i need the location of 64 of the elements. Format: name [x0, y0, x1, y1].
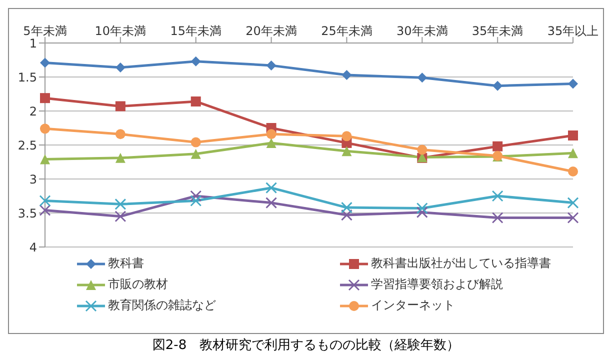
point: [568, 78, 578, 89]
point: [40, 154, 50, 164]
x-tick-label: 35年未満: [472, 24, 524, 38]
point: [266, 197, 278, 209]
point: [190, 195, 202, 207]
point: [340, 209, 352, 221]
legend-label: 教科書: [108, 255, 144, 272]
point: [492, 212, 504, 224]
point: [417, 144, 428, 155]
point: [40, 58, 50, 68]
x-tick-label: 5年未満: [23, 24, 67, 38]
point: [568, 166, 578, 177]
point: [416, 202, 428, 214]
point: [115, 152, 126, 163]
legend-label: 教科書出版社が出している指導書: [371, 255, 551, 272]
x-tick-label: 35年以上: [547, 24, 599, 38]
point: [342, 70, 352, 80]
y-tick-label: 2: [29, 104, 37, 118]
point: [115, 129, 126, 140]
x-tick-label: 20年未満: [246, 24, 297, 38]
point: [342, 146, 352, 156]
point: [114, 198, 126, 210]
legend-label: 教育関係の雑誌など: [108, 297, 216, 314]
legend-label: 市販の教材: [108, 276, 168, 293]
point: [567, 197, 579, 209]
point: [266, 182, 278, 194]
legend-label: インターネット: [371, 297, 455, 314]
x-tick-label: 15年未満: [170, 24, 222, 38]
point: [40, 124, 50, 134]
point: [492, 80, 503, 91]
y-tick-label: 1: [29, 36, 37, 50]
legend-label: 学習指導要領および解説: [371, 276, 503, 293]
y-tick-label: 3: [29, 172, 37, 186]
x-tick-label: 10年未満: [94, 24, 146, 38]
point: [568, 130, 578, 140]
point: [492, 141, 503, 152]
point: [266, 60, 276, 70]
point: [417, 72, 428, 83]
point: [492, 190, 504, 202]
y-tick-label: 2.5: [18, 138, 37, 152]
y-tick-label: 3.5: [18, 206, 37, 220]
point: [39, 204, 51, 216]
text: 図2-8 教材研究で利用するものの比較（経験年数）: [151, 337, 461, 353]
point: [416, 206, 428, 218]
point: [40, 93, 50, 104]
x-tick-label: 30年未満: [396, 24, 448, 38]
point: [340, 202, 352, 214]
point: [568, 148, 578, 158]
y-tick-label: 1.5: [18, 70, 37, 84]
point: [115, 101, 126, 112]
point: [190, 190, 202, 202]
y-tick-label: 4: [29, 240, 37, 254]
point: [190, 56, 201, 66]
point: [190, 137, 201, 148]
point: [39, 195, 51, 207]
point: [266, 129, 276, 140]
point: [342, 131, 352, 142]
point: [266, 138, 276, 148]
point: [567, 212, 579, 224]
point: [190, 96, 201, 106]
point: [115, 62, 126, 72]
point: [190, 148, 201, 159]
x-tick-label: 25年未満: [321, 24, 372, 38]
point: [114, 210, 126, 222]
